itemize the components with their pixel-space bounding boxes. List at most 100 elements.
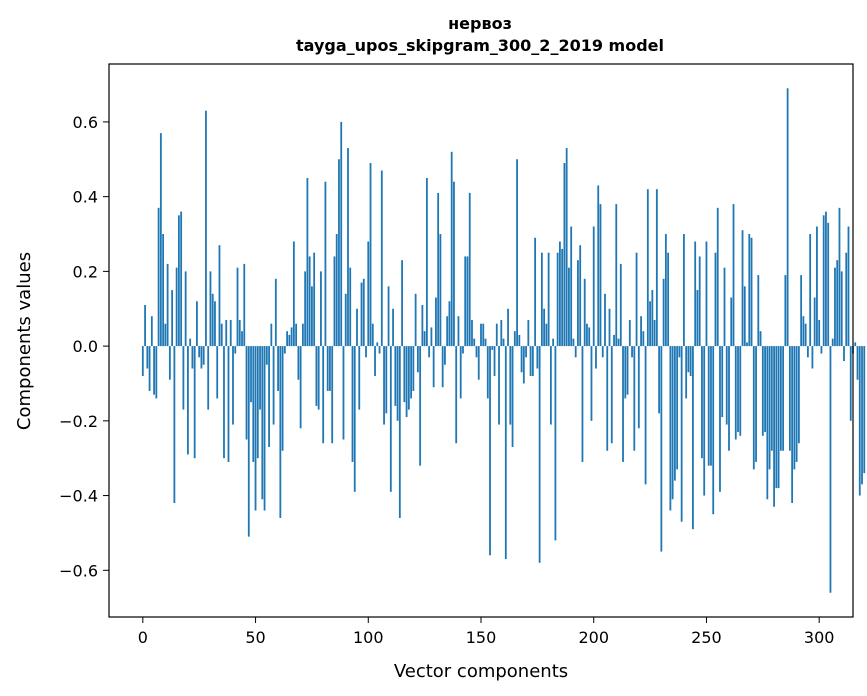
bar-component-244 — [692, 346, 694, 530]
bar-component-130 — [435, 297, 437, 347]
bar-component-275 — [761, 346, 764, 436]
bar-component-272 — [755, 346, 757, 462]
bar-component-147 — [473, 338, 476, 347]
bar-component-201 — [595, 346, 597, 369]
bar-component-88 — [340, 121, 343, 347]
bar-component-61 — [279, 346, 282, 518]
bar-component-189 — [568, 267, 570, 347]
bar-component-59 — [274, 278, 277, 347]
bar-component-99 — [365, 346, 367, 358]
y-tick-label: 0.0 — [73, 337, 98, 356]
bar-component-305 — [829, 346, 832, 593]
bar-component-214 — [624, 346, 627, 399]
bar-component-249 — [703, 346, 706, 496]
bar-component-286 — [786, 88, 789, 347]
bar-component-133 — [441, 346, 444, 388]
bar-component-179 — [545, 323, 548, 347]
bar-component-227 — [653, 319, 656, 347]
y-tick-label: 0.6 — [73, 113, 98, 132]
bar-component-190 — [570, 226, 573, 347]
bar-component-38 — [227, 346, 230, 462]
bar-component-245 — [694, 241, 697, 347]
bar-component-114 — [398, 346, 401, 518]
bar-component-318 — [858, 346, 861, 496]
bar-component-33 — [216, 346, 219, 399]
bar-component-218 — [633, 346, 636, 451]
bar-component-48 — [250, 346, 252, 403]
bar-component-66 — [290, 327, 293, 347]
bar-component-121 — [414, 293, 417, 347]
bar-component-155 — [491, 346, 494, 350]
bar-component-303 — [825, 211, 827, 347]
bar-component-162 — [507, 308, 509, 347]
y-axis-ticks: 0.6 0.4 0.2 0.0 −0.2 −0.4 −0.6 — [59, 113, 109, 580]
bar-component-32 — [214, 301, 216, 347]
bar-component-75 — [311, 286, 313, 347]
bar-component-185 — [559, 241, 561, 347]
bar-component-89 — [342, 346, 345, 440]
bar-component-39 — [229, 319, 232, 347]
bar-component-64 — [286, 331, 289, 347]
bar-component-35 — [220, 323, 223, 347]
bar-component-217 — [631, 346, 633, 358]
bar-component-119 — [410, 346, 413, 399]
bar-component-115 — [401, 260, 403, 347]
bar-component-222 — [642, 331, 645, 347]
bar-component-26 — [200, 346, 203, 369]
bar-component-90 — [344, 293, 347, 347]
bar-component-80 — [322, 346, 325, 444]
bar-component-96 — [358, 346, 361, 410]
bar-component-288 — [791, 346, 794, 504]
y-tick-label: −0.6 — [59, 561, 98, 580]
y-tick-label: −0.4 — [59, 487, 98, 506]
bar-component-196 — [583, 278, 586, 347]
bar-component-168 — [520, 346, 523, 373]
bar-component-36 — [223, 346, 225, 459]
bar-component-210 — [615, 204, 618, 347]
bar-component-29 — [207, 346, 210, 410]
bar-component-157 — [495, 323, 498, 347]
bar-component-287 — [788, 346, 791, 451]
bar-component-120 — [412, 346, 415, 391]
bar-component-132 — [439, 234, 442, 347]
bar-component-183 — [554, 346, 557, 541]
bar-component-268 — [746, 342, 748, 347]
bar-component-49 — [252, 346, 255, 462]
bar-component-57 — [270, 323, 273, 347]
bar-component-152 — [484, 338, 487, 347]
bar-component-150 — [480, 323, 482, 347]
bar-component-236 — [673, 346, 676, 481]
bar-component-30 — [209, 271, 212, 347]
bar-component-256 — [719, 346, 721, 492]
bar-component-176 — [538, 346, 541, 563]
bar-component-293 — [802, 316, 805, 347]
bar-component-289 — [793, 346, 796, 470]
bar-component-206 — [606, 346, 609, 451]
bar-component-240 — [683, 234, 685, 347]
bar-component-141 — [459, 346, 462, 399]
bar-component-191 — [572, 338, 575, 347]
x-tick-label: 50 — [245, 628, 265, 647]
bar-component-231 — [662, 278, 665, 347]
bar-component-145 — [468, 192, 471, 347]
bar-component-60 — [277, 346, 279, 391]
bar-component-265 — [739, 346, 742, 436]
bar-component-167 — [518, 334, 521, 347]
bar-component-267 — [743, 286, 746, 347]
bar-component-131 — [437, 192, 440, 347]
bar-component-58 — [272, 346, 275, 425]
bar-component-197 — [586, 323, 588, 347]
bar-component-16 — [177, 215, 180, 347]
bar-component-47 — [247, 346, 250, 537]
bar-component-159 — [500, 319, 503, 347]
bar-component-233 — [667, 252, 670, 347]
bar-component-148 — [475, 346, 478, 358]
bar-component-67 — [292, 241, 295, 347]
bar-component-10 — [164, 323, 167, 347]
bar-component-76 — [313, 252, 316, 347]
bar-component-182 — [552, 338, 555, 347]
bar-component-149 — [477, 346, 480, 380]
bar-component-314 — [849, 346, 852, 421]
bar-component-54 — [263, 346, 266, 511]
